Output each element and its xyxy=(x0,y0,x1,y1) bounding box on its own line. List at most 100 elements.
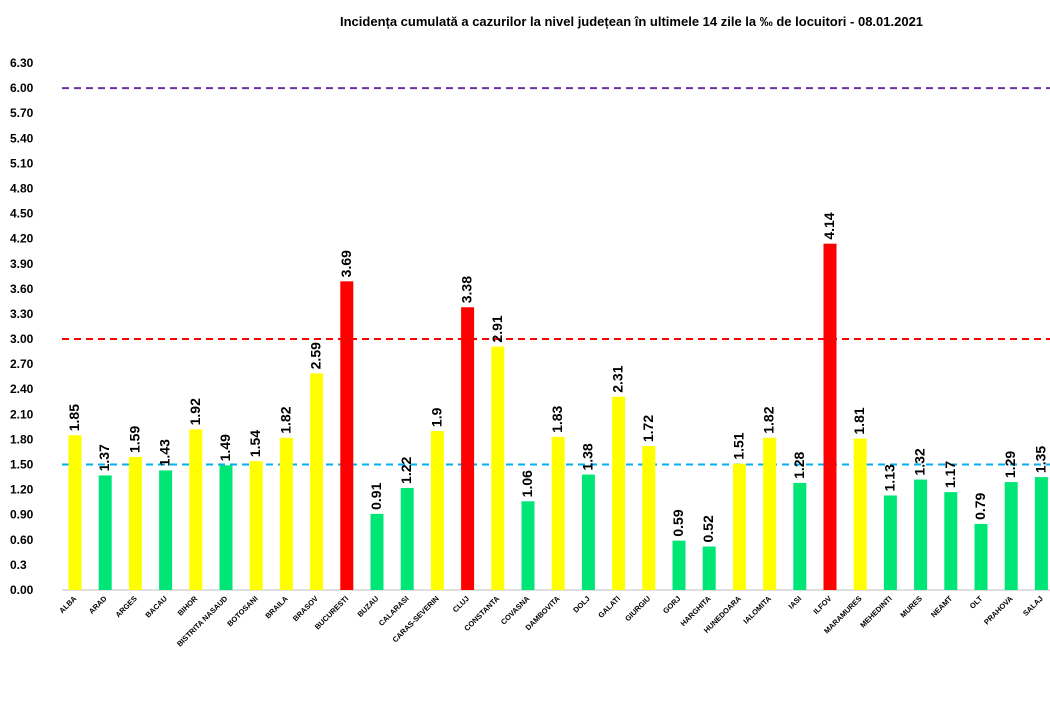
y-tick-label: 6.30 xyxy=(10,56,34,70)
bar xyxy=(914,479,928,590)
data-label: 1.13 xyxy=(881,464,897,491)
y-tick-label: 5.40 xyxy=(10,131,34,145)
bar xyxy=(1034,477,1048,590)
data-label: 2.31 xyxy=(610,365,626,392)
data-label: 3.38 xyxy=(459,276,475,303)
data-label: 0.79 xyxy=(972,492,988,519)
data-label: 1.38 xyxy=(579,443,595,470)
bar xyxy=(612,396,626,590)
bar xyxy=(974,523,988,590)
x-tick-label: PRAHOVA xyxy=(982,594,1015,627)
y-tick-label: 4.20 xyxy=(10,232,34,246)
x-tick-label: BOTOSANI xyxy=(225,594,259,628)
y-tick-label: 2.40 xyxy=(10,382,34,396)
x-tick-label: BUZAU xyxy=(355,594,380,619)
data-label: 1.06 xyxy=(519,470,535,497)
bar xyxy=(491,346,505,590)
data-label: 1.28 xyxy=(791,451,807,478)
y-tick-label: 5.70 xyxy=(10,106,34,120)
bars xyxy=(68,243,1048,590)
x-tick-label: MEHEDINTI xyxy=(858,594,894,630)
data-label: 1.85 xyxy=(66,404,82,431)
x-tick-label: OLT xyxy=(968,594,985,611)
x-tick-label: GORJ xyxy=(661,594,682,615)
data-label: 4.14 xyxy=(821,212,837,239)
data-label: 1.37 xyxy=(96,444,112,471)
x-tick-label: BRAILA xyxy=(263,594,290,621)
x-tick-label: BRASOV xyxy=(291,594,320,623)
bar xyxy=(581,474,595,590)
x-tick-label: MURES xyxy=(898,594,924,620)
data-label: 1.92 xyxy=(187,398,203,425)
data-label: 1.59 xyxy=(126,426,142,453)
y-tick-label: 6.00 xyxy=(10,81,34,95)
value-labels: 1.85 1.37 1.59 1.43 1.92 1.49 1.54 1.82 2.59 3.69… xyxy=(66,212,1048,542)
bar xyxy=(128,456,142,590)
x-tick-label: CLUJ xyxy=(451,594,471,614)
bar xyxy=(430,431,444,590)
bar xyxy=(461,307,475,590)
x-tick-label: GIURGIU xyxy=(623,594,652,623)
x-tick-label: DOLJ xyxy=(571,594,592,615)
y-tick-label: 0.90 xyxy=(10,508,34,522)
bar xyxy=(642,446,656,590)
data-label: 1.9 xyxy=(428,407,444,427)
data-label: 3.69 xyxy=(338,250,354,277)
bar xyxy=(189,429,203,590)
data-label: 1.51 xyxy=(730,432,746,459)
y-tick-label: 3.60 xyxy=(10,282,34,296)
x-tick-label: BIHOR xyxy=(176,594,200,618)
bar xyxy=(672,540,686,590)
y-tick-label: 3.00 xyxy=(10,332,34,346)
bar xyxy=(400,487,414,590)
x-tick-label: ALBA xyxy=(57,594,79,616)
x-tick-label: ILFOV xyxy=(811,594,833,616)
y-tick-label: 1.20 xyxy=(10,483,34,497)
bar xyxy=(732,463,746,590)
bar xyxy=(249,461,263,590)
data-label: 1.22 xyxy=(398,456,414,483)
data-label: 1.72 xyxy=(640,415,656,442)
y-tick-label: 0.60 xyxy=(10,533,34,547)
data-label: 1.49 xyxy=(217,434,233,461)
bar xyxy=(1004,482,1018,590)
y-tick-label: 4.80 xyxy=(10,181,34,195)
bar xyxy=(551,436,565,590)
bar xyxy=(793,482,807,590)
data-label: 0.91 xyxy=(368,482,384,509)
y-tick-label: 0.3 xyxy=(10,558,27,572)
bar xyxy=(823,243,837,590)
y-tick-label: 0.00 xyxy=(10,583,34,597)
x-tick-label: GALATI xyxy=(596,594,622,620)
x-tick-label: SALAJ xyxy=(1021,594,1045,618)
bar xyxy=(68,435,82,590)
bar xyxy=(702,546,716,590)
data-label: 0.52 xyxy=(700,515,716,542)
bar xyxy=(944,492,958,590)
data-label: 2.91 xyxy=(489,315,505,342)
y-tick-label: 2.70 xyxy=(10,357,34,371)
x-tick-label: NEAMT xyxy=(929,594,955,620)
y-tick-label: 3.90 xyxy=(10,257,34,271)
y-tick-label: 4.50 xyxy=(10,207,34,221)
bar xyxy=(853,438,867,590)
bar xyxy=(310,373,324,590)
y-tick-label: 1.50 xyxy=(10,458,34,472)
x-tick-label: IASI xyxy=(787,594,804,611)
y-tick-label: 1.80 xyxy=(10,432,34,446)
bar xyxy=(763,437,777,590)
bar xyxy=(159,470,173,590)
data-label: 1.81 xyxy=(851,407,867,434)
x-tick-label: ARGES xyxy=(114,594,139,619)
bar xyxy=(279,437,293,590)
bar xyxy=(521,501,535,590)
y-tick-label: 5.10 xyxy=(10,156,34,170)
y-tick-label: 3.30 xyxy=(10,307,34,321)
x-tick-label: ARAD xyxy=(87,594,109,616)
bar xyxy=(883,495,897,590)
data-label: 1.83 xyxy=(549,405,565,432)
chart-title: Incidența cumulată a cazurilor la nivel … xyxy=(340,14,923,29)
